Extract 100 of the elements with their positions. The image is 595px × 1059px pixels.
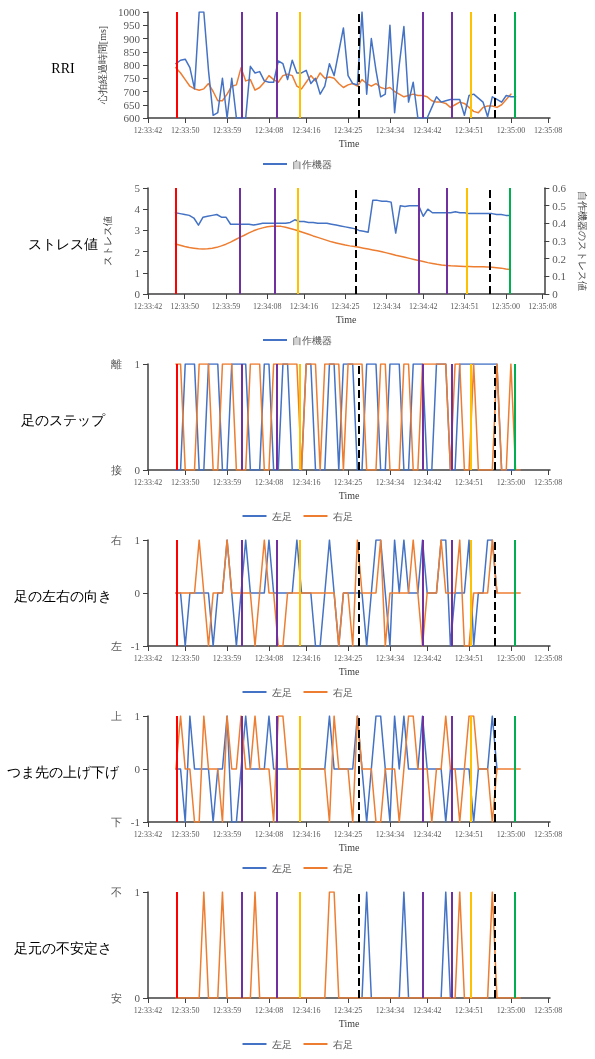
y-tick-label: 900 (123, 32, 141, 45)
y2-tick-label: 0 (552, 288, 559, 300)
text: 上 (111, 710, 122, 722)
x-tick-label: 12:35:00 (496, 653, 526, 663)
x-tick-label: 12:33:42 (133, 301, 163, 311)
x-tick-label: 12:34:16 (291, 829, 321, 839)
y-tick-label: 2 (134, 245, 140, 258)
y-tick-label: 750 (123, 72, 141, 85)
x-axis-title: Time (338, 490, 360, 502)
y-tick-label: 800 (123, 59, 141, 71)
x-tick-label: 12:33:59 (212, 125, 242, 135)
x-tick-label: 12:34:51 (454, 1005, 484, 1015)
x-tick-label: 12:34:51 (454, 477, 484, 487)
x-tick-label: 12:34:08 (254, 125, 284, 135)
y-tick-label: 4 (134, 203, 141, 216)
x-tick-label: 12:34:42 (412, 829, 442, 839)
x-tick-label: 12:34:51 (454, 653, 484, 663)
x-tick-label: 12:34:42 (412, 125, 442, 135)
x-tick-label: 12:34:42 (412, 653, 442, 663)
y-tick-label: 1000 (118, 6, 141, 18)
x-tick-label: 12:33:59 (211, 301, 241, 311)
x-tick-label: 12:35:08 (533, 477, 563, 487)
y-tick-label: 1 (134, 534, 140, 546)
x-tick-label: 12:34:16 (291, 125, 321, 135)
x-tick-label: 12:33:42 (133, 829, 163, 839)
x-tick-label: 12:33:59 (212, 1005, 242, 1015)
line-series (175, 66, 512, 114)
x-tick-label: 12:33:59 (212, 477, 242, 487)
x-tick-label: 12:34:16 (291, 477, 321, 487)
y-tick-label: -1 (130, 816, 140, 828)
line-series (174, 225, 512, 271)
x-tick-label: 12:34:08 (254, 477, 284, 487)
x-tick-label: 12:34:42 (412, 477, 442, 487)
x-axis-title: Time (338, 842, 360, 854)
x-tick-label: 12:34:25 (333, 125, 363, 135)
x-tick-label: 12:33:50 (170, 653, 200, 663)
y-tick-label: 950 (123, 19, 141, 32)
x-tick-label: 12:34:34 (375, 653, 405, 663)
x-tick-label: 12:34:34 (372, 301, 401, 311)
legend-label: 自作機器 (292, 334, 332, 346)
x-axis-title: Time (335, 314, 358, 326)
y2-tick-label: 0.6 (552, 182, 567, 194)
x-tick-label: 12:33:59 (212, 829, 242, 839)
x-tick-label: 12:34:25 (331, 301, 360, 311)
x-tick-label: 12:34:16 (291, 1005, 321, 1015)
legend-label: 左足 (271, 686, 292, 698)
y2-tick-label: 0.1 (552, 270, 567, 283)
x-tick-label: 12:35:08 (533, 125, 563, 135)
y-tick-label: 0 (134, 992, 141, 1004)
x-tick-label: 12:34:42 (412, 1005, 442, 1015)
text: 右 (111, 534, 122, 546)
x-tick-label: 12:34:25 (333, 829, 363, 839)
x-tick-label: 12:33:50 (170, 829, 200, 839)
y-tick-label: 0 (134, 763, 141, 775)
legend-label: 右足 (332, 862, 353, 874)
legend-label: 右足 (332, 686, 353, 698)
y-tick-label: 0 (134, 464, 141, 476)
text: つま先の上げ下げ (7, 764, 120, 780)
x-tick-label: 12:33:42 (133, 125, 163, 135)
x-tick-label: 12:33:42 (133, 1005, 163, 1015)
x-tick-label: 12:35:08 (533, 1005, 563, 1015)
x-tick-label: 12:34:25 (333, 477, 363, 487)
x-tick-label: 12:35:08 (533, 653, 563, 663)
y2-tick-label: 0.5 (552, 199, 567, 212)
y-tick-label: 850 (123, 45, 141, 58)
line-series (174, 199, 512, 234)
x-axis-title: Time (338, 1018, 360, 1030)
y-tick-label: 0 (134, 587, 141, 599)
y2-tick-label: 0.3 (552, 235, 567, 247)
y-tick-label: 1 (134, 358, 140, 370)
x-tick-label: 12:34:08 (254, 653, 284, 663)
text: 不 (111, 886, 122, 898)
y-tick-label: 1 (134, 710, 140, 722)
y-tick-label: 650 (123, 98, 141, 111)
text: 足の左右の向き (14, 588, 112, 604)
x-tick-label: 12:34:51 (454, 829, 484, 839)
x-axis-title: Time (338, 138, 360, 150)
x-tick-label: 12:33:50 (170, 1005, 200, 1015)
x-tick-label: 12:35:08 (528, 301, 557, 311)
x-tick-label: 12:33:50 (170, 125, 200, 135)
x-tick-label: 12:33:42 (133, 477, 163, 487)
y-tick-label: 5 (134, 182, 141, 194)
legend-label: 左足 (271, 1038, 292, 1050)
x-tick-label: 12:33:59 (212, 653, 242, 663)
x-tick-label: 12:34:34 (375, 125, 405, 135)
y-tick-label: 1 (134, 266, 140, 279)
x-tick-label: 12:34:25 (333, 1005, 363, 1015)
legend-label: 自作機器 (292, 158, 332, 170)
legend-label: 右足 (332, 510, 353, 522)
x-tick-label: 12:35:00 (496, 829, 526, 839)
x-tick-label: 12:34:51 (450, 301, 479, 311)
text: ストレス値 (28, 236, 98, 252)
text: 足のステップ (21, 412, 106, 428)
x-tick-label: 12:35:00 (496, 477, 526, 487)
x-tick-label: 12:34:16 (291, 653, 321, 663)
legend-label: 左足 (271, 862, 292, 874)
x-tick-label: 12:34:42 (409, 301, 438, 311)
legend-label: 左足 (271, 510, 292, 522)
text: 左 (111, 640, 122, 652)
y2-axis-title: 自作機器のストレス値 (576, 191, 588, 291)
